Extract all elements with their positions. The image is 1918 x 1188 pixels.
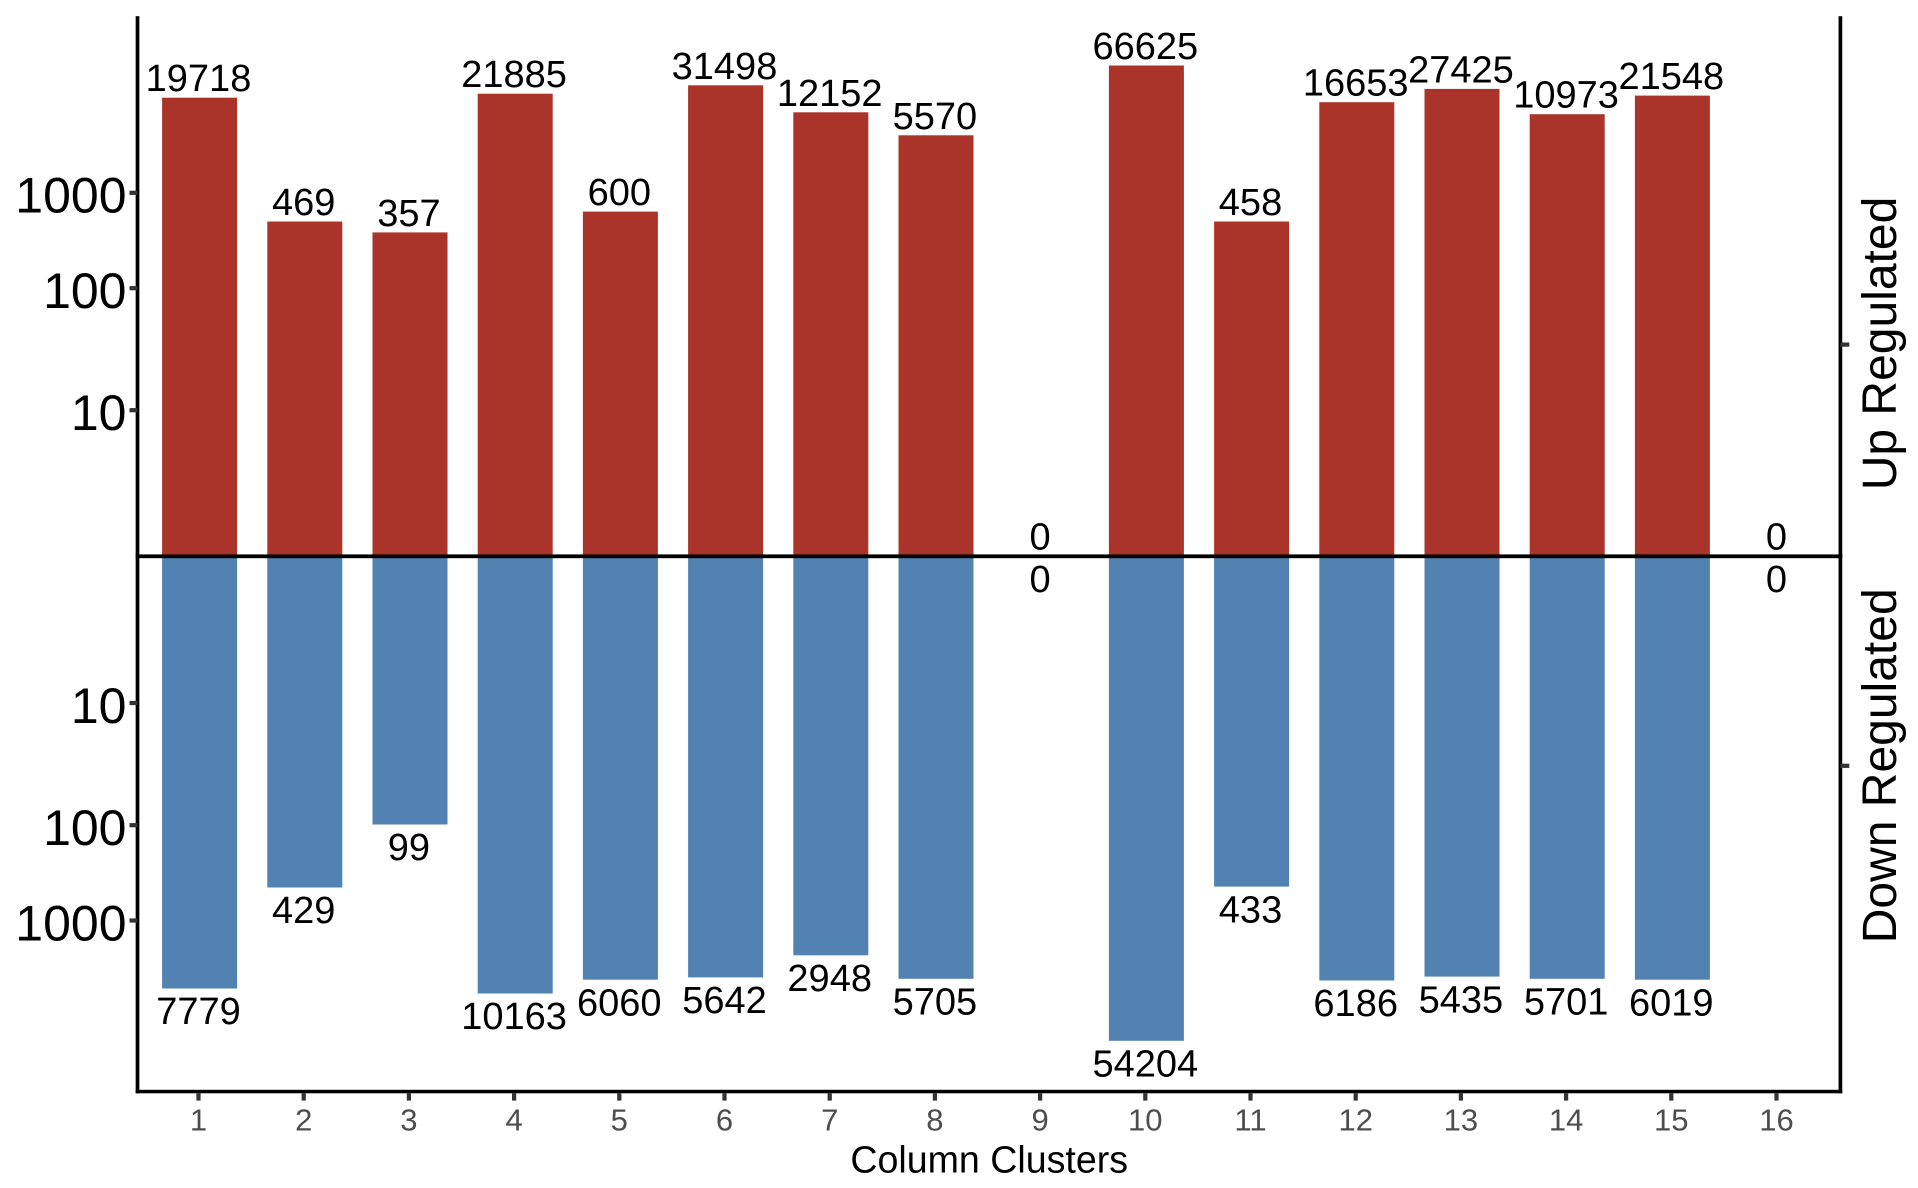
svg-text:8: 8 bbox=[926, 1103, 943, 1138]
svg-text:3: 3 bbox=[400, 1103, 417, 1138]
svg-text:6: 6 bbox=[716, 1103, 733, 1138]
svg-text:1: 1 bbox=[190, 1103, 207, 1138]
svg-text:19718: 19718 bbox=[146, 58, 252, 100]
svg-text:10163: 10163 bbox=[461, 996, 567, 1038]
svg-text:1000: 1000 bbox=[15, 168, 126, 224]
svg-text:5: 5 bbox=[611, 1103, 628, 1138]
svg-text:458: 458 bbox=[1219, 182, 1282, 224]
svg-text:600: 600 bbox=[588, 172, 651, 214]
svg-text:5642: 5642 bbox=[682, 980, 767, 1022]
svg-text:10: 10 bbox=[71, 678, 127, 734]
svg-text:1000: 1000 bbox=[15, 895, 126, 951]
svg-text:10: 10 bbox=[1128, 1103, 1162, 1138]
svg-text:54204: 54204 bbox=[1092, 1044, 1198, 1086]
svg-text:9: 9 bbox=[1031, 1103, 1048, 1138]
svg-text:21885: 21885 bbox=[461, 54, 567, 96]
svg-text:0: 0 bbox=[1030, 517, 1051, 559]
svg-text:16653: 16653 bbox=[1303, 63, 1409, 105]
svg-text:5705: 5705 bbox=[893, 982, 978, 1024]
svg-text:429: 429 bbox=[272, 890, 335, 932]
svg-text:7: 7 bbox=[821, 1103, 838, 1138]
svg-text:6186: 6186 bbox=[1313, 983, 1398, 1025]
svg-text:10: 10 bbox=[71, 385, 127, 441]
svg-text:469: 469 bbox=[272, 182, 335, 224]
svg-text:2948: 2948 bbox=[787, 958, 872, 1000]
svg-text:0: 0 bbox=[1766, 559, 1787, 601]
svg-text:5435: 5435 bbox=[1419, 979, 1504, 1021]
svg-text:6019: 6019 bbox=[1629, 982, 1714, 1024]
svg-text:2: 2 bbox=[295, 1103, 312, 1138]
svg-text:13: 13 bbox=[1444, 1103, 1478, 1138]
svg-text:100: 100 bbox=[43, 800, 126, 856]
svg-text:15: 15 bbox=[1654, 1103, 1688, 1138]
svg-text:Down Regulated: Down Regulated bbox=[1854, 588, 1907, 943]
svg-text:5570: 5570 bbox=[893, 96, 978, 138]
svg-text:5701: 5701 bbox=[1524, 982, 1609, 1024]
svg-text:31498: 31498 bbox=[672, 46, 778, 88]
svg-text:27425: 27425 bbox=[1408, 49, 1514, 91]
svg-text:0: 0 bbox=[1766, 517, 1787, 559]
svg-text:66625: 66625 bbox=[1092, 26, 1198, 68]
svg-text:16: 16 bbox=[1759, 1103, 1793, 1138]
svg-text:4: 4 bbox=[505, 1103, 522, 1138]
svg-text:Column Clusters: Column Clusters bbox=[850, 1139, 1128, 1181]
svg-text:357: 357 bbox=[377, 193, 440, 235]
svg-text:12: 12 bbox=[1338, 1103, 1372, 1138]
svg-text:7779: 7779 bbox=[156, 991, 241, 1033]
svg-text:433: 433 bbox=[1219, 889, 1282, 931]
svg-text:100: 100 bbox=[43, 263, 126, 319]
svg-text:Up Regulated: Up Regulated bbox=[1854, 197, 1907, 491]
svg-text:12152: 12152 bbox=[777, 73, 883, 115]
svg-text:21548: 21548 bbox=[1618, 56, 1724, 98]
svg-text:0: 0 bbox=[1030, 559, 1051, 601]
svg-text:10973: 10973 bbox=[1513, 75, 1619, 117]
svg-text:11: 11 bbox=[1234, 1103, 1266, 1138]
svg-text:99: 99 bbox=[388, 827, 430, 869]
svg-text:14: 14 bbox=[1549, 1103, 1583, 1138]
svg-text:6060: 6060 bbox=[577, 982, 662, 1024]
